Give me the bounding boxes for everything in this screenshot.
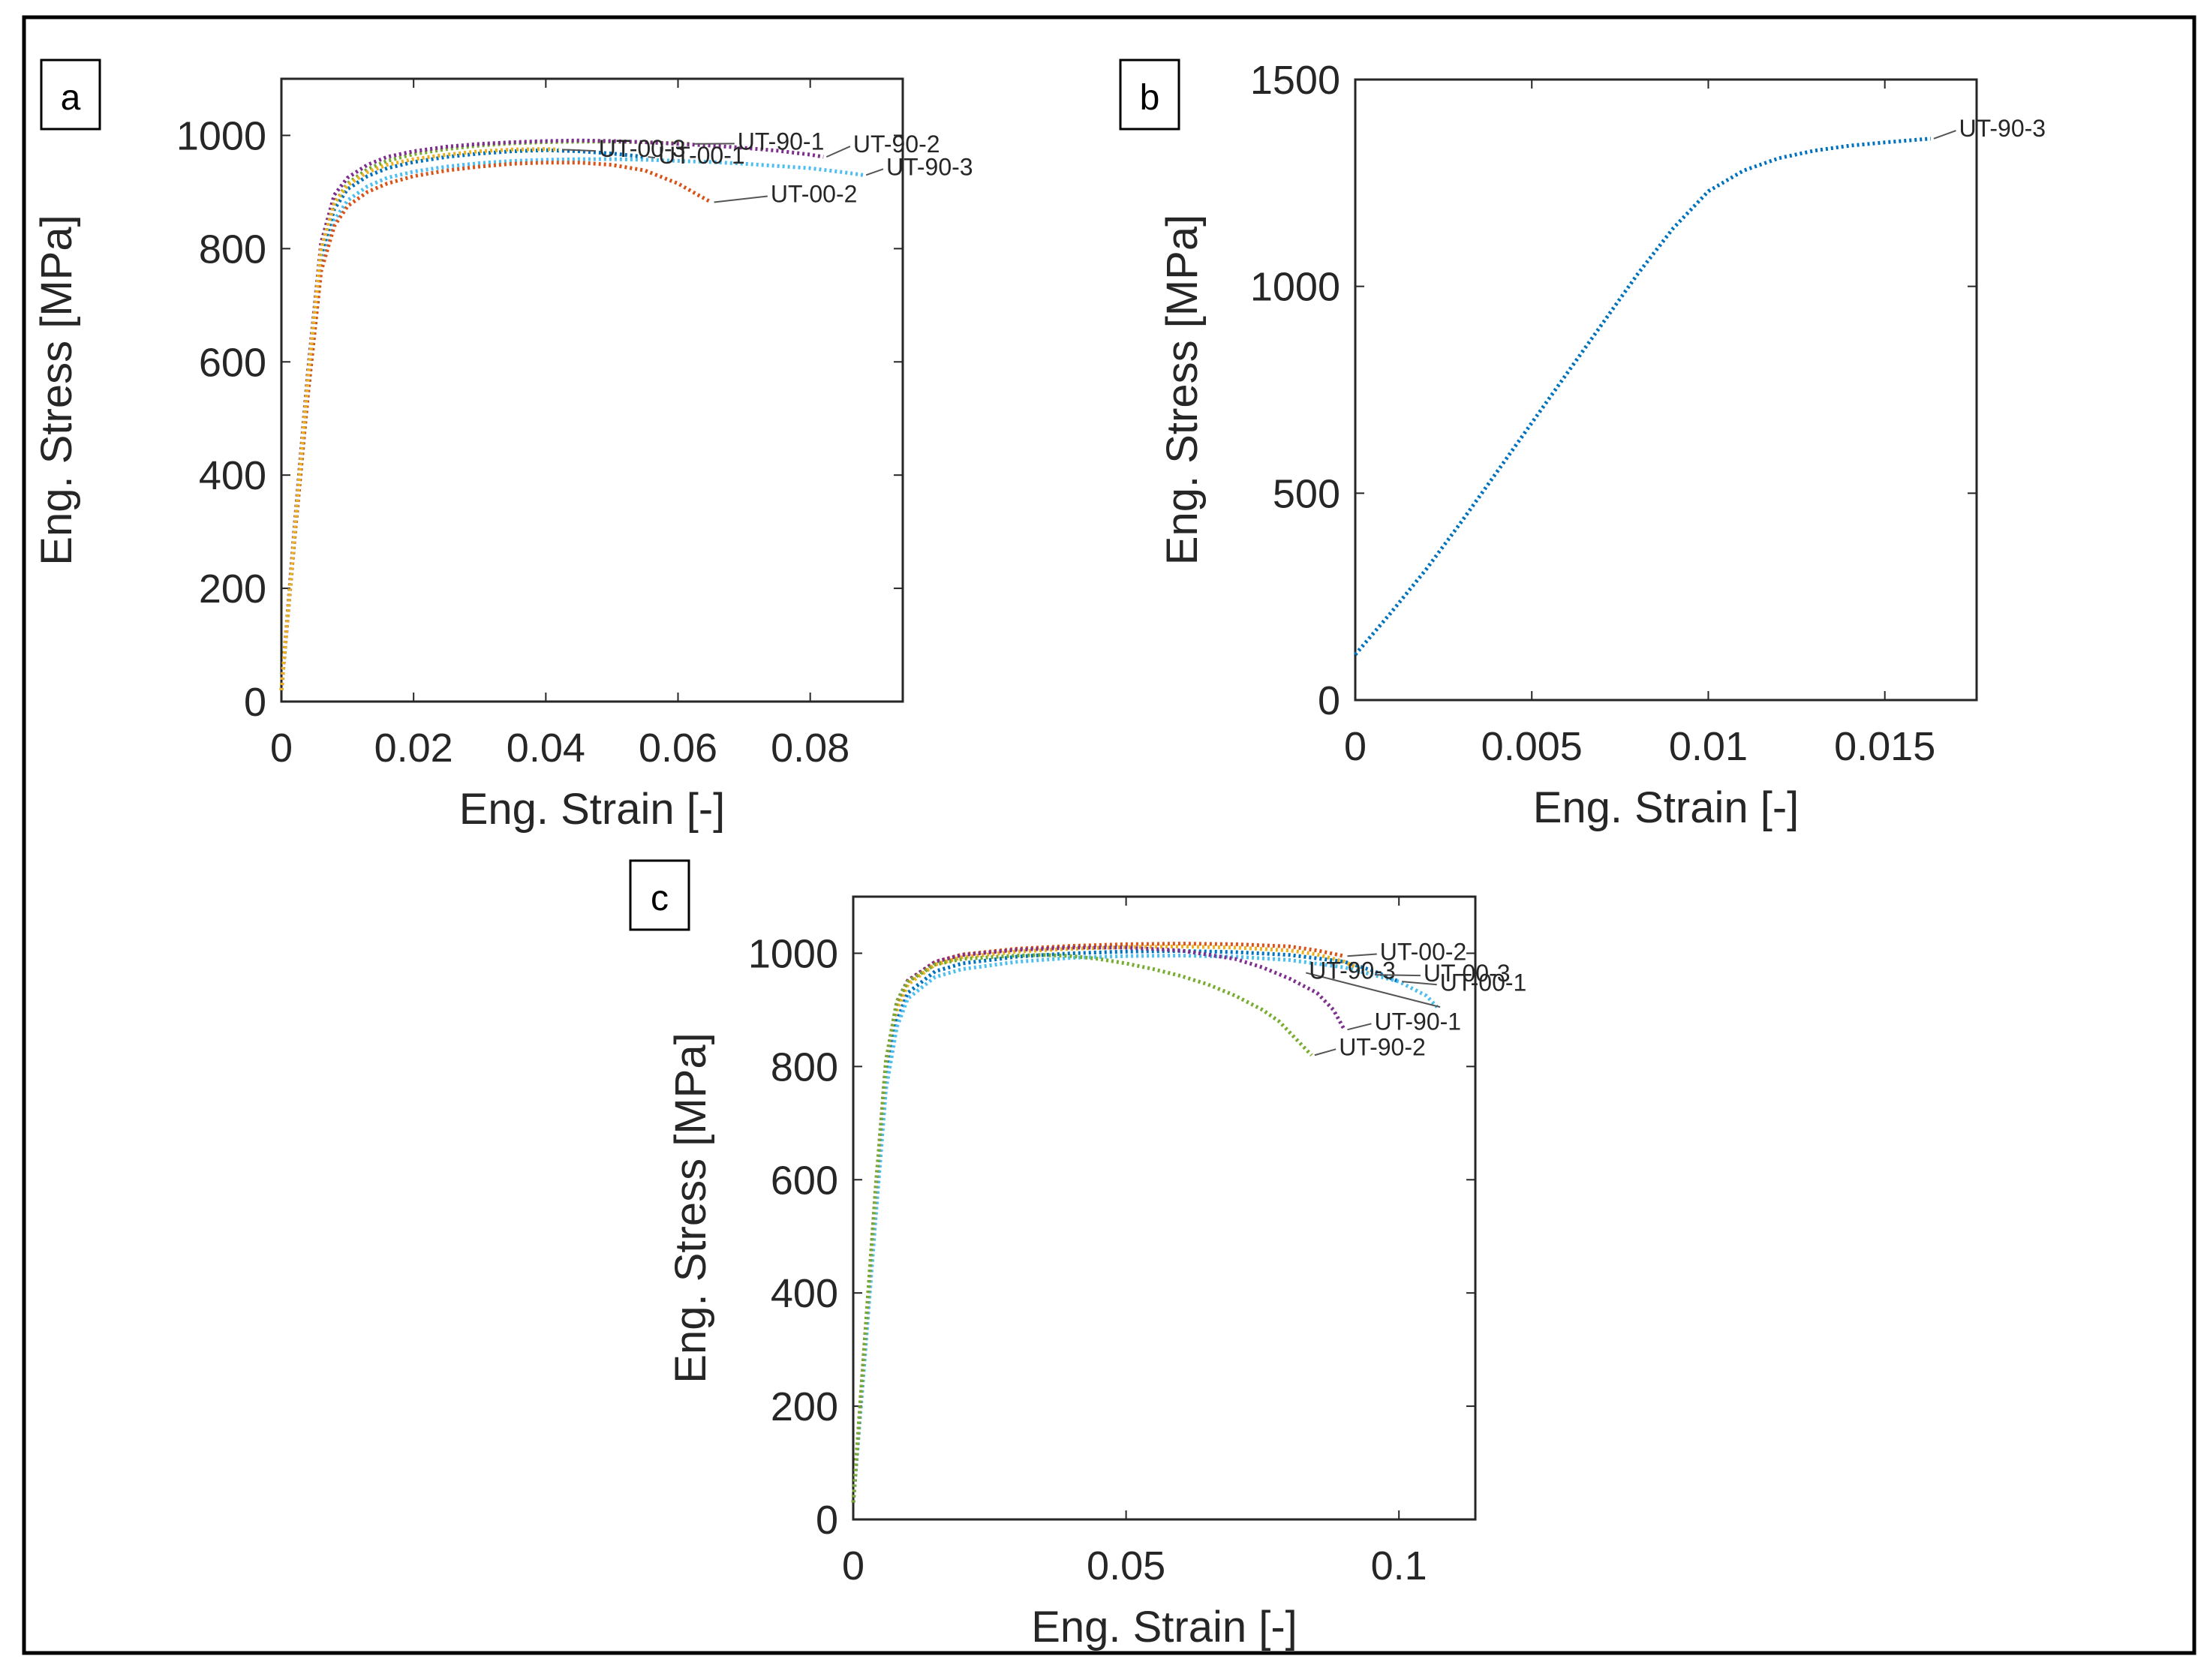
y-tick-label-b: 0 — [1318, 678, 1340, 723]
series-line-ut-00-1-a — [279, 148, 645, 691]
y-tick-label-b: 1000 — [1250, 265, 1340, 310]
x-axis-label-c: Eng. Strain [-] — [1031, 1603, 1297, 1651]
annotation-label-ut-00-2-a: UT-00-2 — [771, 180, 858, 207]
annotation-label-ut-00-1-c: UT-00-1 — [1440, 969, 1527, 996]
annotation-arrow-ut-90-1-c — [1347, 1023, 1372, 1031]
annotation-label-ut-90-2-c: UT-90-2 — [1339, 1033, 1426, 1060]
plot-area-b — [1354, 78, 1978, 702]
x-tick-label-a: 0.02 — [374, 726, 453, 771]
annotation-arrow-ut-90-2-a — [825, 146, 851, 158]
annotation-label-ut-90-1-a: UT-90-1 — [738, 128, 825, 155]
y-tick-label-c: 1000 — [748, 931, 838, 976]
x-tick-label-a: 0 — [270, 726, 293, 771]
x-tick-label-b: 0.015 — [1834, 724, 1935, 769]
x-tick-label-c: 0.1 — [1371, 1543, 1427, 1588]
y-axis-label-b: Eng. Stress [MPa] — [1158, 215, 1207, 565]
annotation-arrow-ut-00-3-a — [561, 149, 596, 152]
annotation-arrow-ut-90-3-c — [1305, 972, 1441, 1008]
y-axis-label-a: Eng. Stress [MPa] — [32, 215, 81, 565]
annotation-label-ut-90-3-a: UT-90-3 — [886, 153, 973, 180]
annotation-arrow-ut-90-3-b — [1933, 130, 1956, 140]
annotation-arrow-ut-00-2-a — [714, 195, 768, 203]
series-line-ut-90-1-c — [851, 945, 1346, 1503]
chart-panel-b: b 0 0.005 0.01 0.015 0 500 1000 1500 Eng. Strain… — [1119, 58, 2046, 832]
x-tick-label-c: 0.05 — [1087, 1543, 1165, 1588]
y-tick-label-c: 200 — [771, 1384, 838, 1429]
panel-label-a: a — [61, 78, 81, 118]
panel-label-box-b — [1119, 59, 1180, 131]
annotation-label-ut-90-1-c: UT-90-1 — [1374, 1008, 1461, 1035]
series-line-ut-90-2-a — [279, 138, 824, 691]
x-tick-label-a: 0.04 — [507, 726, 585, 771]
y-tick-label-c: 0 — [816, 1498, 838, 1543]
x-axis-label-a: Eng. Strain [-] — [459, 785, 726, 834]
annotation-label-ut-90-2-a: UT-90-2 — [853, 131, 940, 158]
panel-label-box-c — [629, 859, 690, 931]
series-line-ut-00-3-a — [279, 147, 560, 691]
annotation-arrow-ut-00-1-a — [648, 156, 656, 159]
x-tick-label-c: 0 — [842, 1543, 864, 1588]
panel-label-c: c — [651, 879, 669, 918]
y-tick-label-a: 0 — [244, 680, 266, 725]
y-tick-label-a: 1000 — [176, 113, 266, 158]
annotation-label-ut-00-1-a: UT-00-1 — [658, 142, 745, 169]
series-line-ut-90-2-c — [851, 953, 1313, 1503]
y-tick-label-a: 800 — [199, 227, 266, 272]
panel-label-box-a — [40, 59, 101, 131]
plot-area-c — [852, 895, 1477, 1521]
annotation-label-ut-90-3-c: UT-90-3 — [1309, 957, 1396, 984]
chart-panel-a: a 0 0.02 0.04 0.06 0.08 0 200 400 600 800 1000 Eng.… — [32, 59, 973, 834]
y-tick-label-b: 1500 — [1250, 58, 1340, 103]
x-tick-label-b: 0.005 — [1481, 724, 1583, 769]
annotation-label-ut-00-3-c: UT-00-3 — [1424, 960, 1511, 987]
y-tick-label-c: 600 — [771, 1158, 838, 1203]
y-tick-label-a: 400 — [199, 453, 266, 498]
y-tick-label-c: 400 — [771, 1271, 838, 1316]
y-tick-label-c: 800 — [771, 1044, 838, 1089]
annotation-arrow-ut-90-2-c — [1314, 1048, 1337, 1056]
annotation-label-ut-90-3-b: UT-90-3 — [1959, 115, 2046, 142]
x-tick-label-a: 0.06 — [639, 726, 717, 771]
y-axis-label-c: Eng. Stress [MPa] — [666, 1032, 715, 1383]
x-tick-label-b: 0.01 — [1669, 724, 1748, 769]
plot-area-a — [280, 77, 904, 703]
annotation-label-ut-00-3-a: UT-00-3 — [599, 135, 686, 162]
annotation-arrow-ut-90-3-a — [865, 168, 884, 176]
figure-border — [22, 15, 2196, 1655]
annotation-arrow-ut-00-2-c — [1347, 953, 1377, 957]
x-tick-label-a: 0.08 — [771, 726, 849, 771]
series-line-ut-90-3-b — [1354, 137, 1931, 657]
y-tick-label-a: 200 — [199, 567, 266, 612]
annotation-arrow-ut-00-1-c — [1402, 981, 1437, 986]
x-tick-label-b: 0 — [1344, 724, 1367, 769]
y-tick-label-b: 500 — [1273, 471, 1340, 516]
chart-panel-c: c 0 0.05 0.1 0 200 400 600 800 1000 Eng. Strain [… — [629, 859, 1527, 1651]
y-tick-label-a: 600 — [199, 340, 266, 385]
panel-label-b: b — [1140, 78, 1160, 118]
x-axis-label-b: Eng. Strain [-] — [1533, 783, 1800, 832]
annotation-label-ut-00-2-c: UT-00-2 — [1380, 939, 1467, 966]
series-line-ut-00-2-a — [279, 161, 712, 691]
